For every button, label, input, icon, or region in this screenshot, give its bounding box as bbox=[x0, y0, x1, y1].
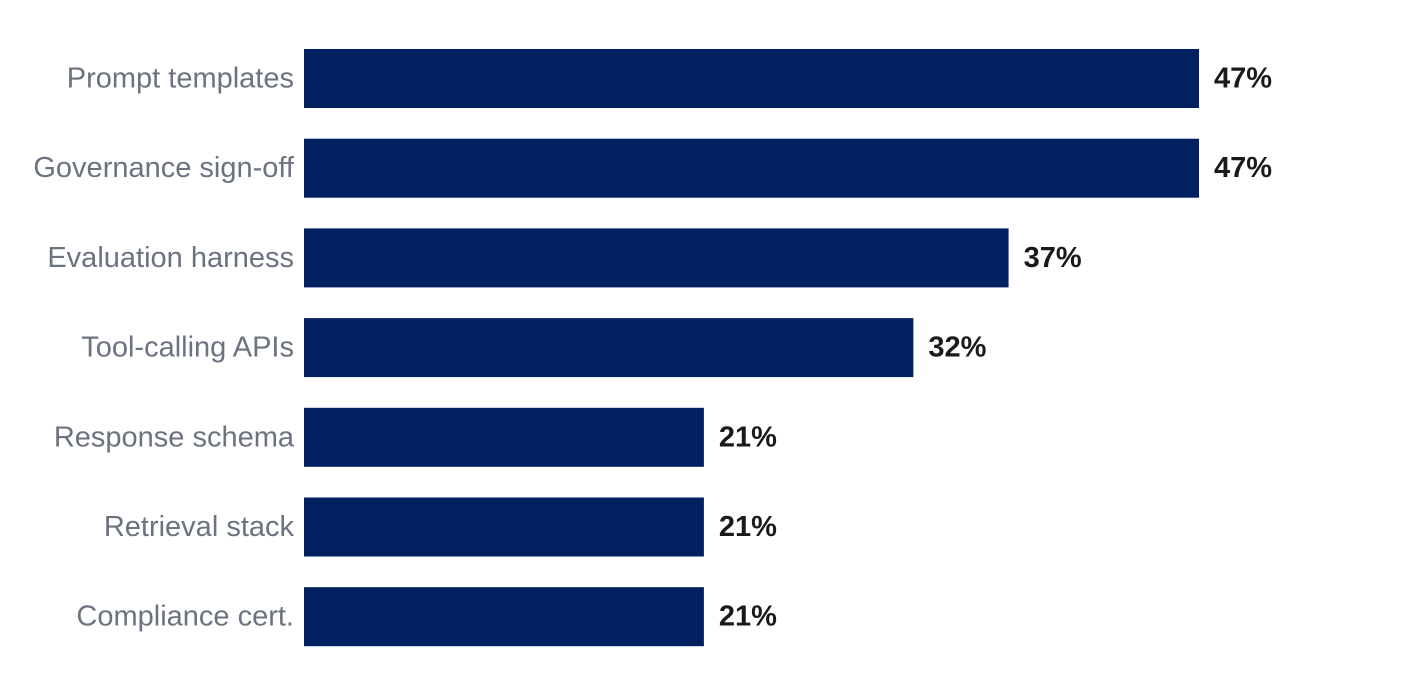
value-labels: 47% 47% 37% 32% 21% 21% 21% bbox=[719, 63, 1272, 633]
bar bbox=[304, 407, 704, 467]
category-label: Governance sign-off bbox=[33, 152, 295, 184]
category-label: Evaluation harness bbox=[47, 242, 294, 274]
value-label: 21% bbox=[719, 421, 777, 453]
category-label: Compliance cert. bbox=[76, 601, 294, 633]
category-labels: Prompt templates Governance sign-off Evalu… bbox=[33, 63, 295, 633]
bar bbox=[304, 49, 1199, 108]
category-label: Response schema bbox=[54, 421, 295, 453]
bar bbox=[304, 318, 914, 378]
value-label: 47% bbox=[1214, 63, 1272, 95]
category-label: Prompt templates bbox=[67, 63, 294, 95]
category-label: Tool-calling APIs bbox=[81, 332, 294, 364]
value-label: 47% bbox=[1214, 152, 1272, 184]
bar bbox=[304, 587, 704, 647]
bar bbox=[304, 138, 1199, 198]
value-label: 37% bbox=[1024, 242, 1082, 274]
value-label: 21% bbox=[719, 601, 777, 633]
bars-group bbox=[304, 49, 1199, 647]
category-label: Retrieval stack bbox=[104, 511, 295, 543]
bar bbox=[304, 228, 1009, 288]
value-label: 21% bbox=[719, 511, 777, 543]
bar bbox=[304, 497, 704, 557]
value-label: 32% bbox=[928, 332, 986, 364]
